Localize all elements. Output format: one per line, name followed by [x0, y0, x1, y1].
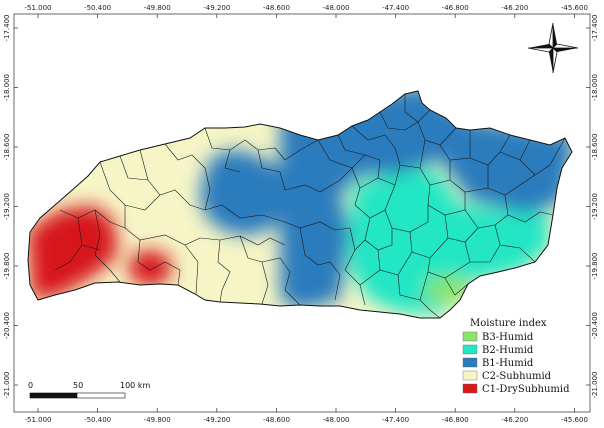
x-axis-ticks-bottom: -51.000 -50.400 -49.800 -49.200 -48.600 -48.0…: [24, 408, 588, 424]
y-tick-label: -17.400: [591, 14, 599, 41]
x-tick-label: -49.800: [144, 416, 171, 424]
x-tick-label: -50.400: [84, 4, 111, 12]
x-tick-label: -48.600: [263, 4, 290, 12]
x-tick-label: -51.000: [24, 416, 51, 424]
y-tick-label: -21.000: [591, 371, 599, 398]
legend-swatch: [462, 383, 478, 394]
scale-bar: 0 50 100 km: [28, 381, 150, 399]
x-tick-label: -47.400: [382, 416, 409, 424]
legend-swatch: [462, 357, 478, 368]
scale-bar-segment-2: [76, 392, 126, 399]
legend-swatch: [462, 331, 478, 342]
scale-label-0: 0: [28, 381, 33, 390]
north-arrow-icon: [527, 22, 579, 74]
x-tick-label: -46.200: [501, 416, 528, 424]
y-axis-ticks-left: -17.400 -18.000 -18.600 -19.200 -19.800 -20.4…: [3, 14, 18, 399]
x-tick-label: -46.800: [442, 4, 469, 12]
y-tick-label: -19.200: [3, 193, 11, 220]
x-tick-label: -51.000: [24, 4, 51, 12]
x-tick-label: -46.200: [501, 4, 528, 12]
legend: Moisture index B3-Humid B2-Humid B1-Humid C…: [462, 318, 570, 395]
y-tick-label: -19.800: [3, 252, 11, 279]
legend-swatch: [462, 370, 478, 381]
legend-item-label: C2-Subhumid: [482, 371, 552, 382]
y-tick-label: -18.600: [3, 133, 11, 160]
x-tick-label: -48.000: [322, 4, 349, 12]
y-tick-label: -17.400: [3, 14, 11, 41]
legend-item-label: B1-Humid: [482, 358, 534, 369]
scale-label-50: 50: [73, 381, 83, 390]
y-tick-label: -21.000: [3, 371, 11, 398]
x-axis-ticks-top: -51.000 -50.400 -49.800 -49.200 -48.600 -48.0…: [24, 4, 588, 18]
y-tick-label: -19.200: [591, 193, 599, 220]
municipality-boundaries: [54, 94, 566, 318]
x-tick-label: -49.200: [203, 4, 230, 12]
legend-swatch: [462, 344, 478, 355]
x-tick-label: -50.400: [84, 416, 111, 424]
x-tick-label: -46.800: [442, 416, 469, 424]
y-axis-ticks-right: -17.400 -18.000 -18.600 -19.200 -19.800 -20.4…: [586, 14, 599, 399]
legend-item-label: B2-Humid: [482, 345, 534, 356]
y-tick-label: -18.600: [591, 133, 599, 160]
x-tick-label: -48.000: [322, 416, 349, 424]
y-tick-label: -18.000: [591, 74, 599, 101]
x-tick-label: -48.600: [263, 416, 290, 424]
x-tick-label: -45.600: [561, 4, 588, 12]
x-tick-label: -49.800: [144, 4, 171, 12]
y-tick-label: -19.800: [591, 252, 599, 279]
region-outline: [27, 90, 573, 319]
legend-title: Moisture index: [470, 318, 547, 329]
legend-item-label: C1-DrySubhumid: [482, 384, 570, 395]
y-tick-label: -18.000: [3, 74, 11, 101]
x-tick-label: -47.400: [382, 4, 409, 12]
scale-bar-segment-1: [29, 392, 78, 399]
scale-label-100: 100 km: [120, 381, 150, 390]
legend-item-label: B3-Humid: [482, 332, 534, 343]
y-tick-label: -20.400: [591, 312, 599, 339]
y-tick-label: -20.400: [3, 312, 11, 339]
x-tick-label: -45.600: [561, 416, 588, 424]
x-tick-label: -49.200: [203, 416, 230, 424]
